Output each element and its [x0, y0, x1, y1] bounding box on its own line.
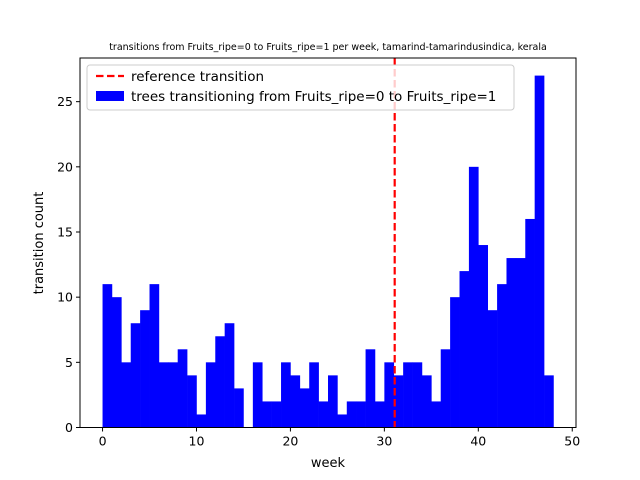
y-axis: 0 5 10 15 20 25 [57, 94, 80, 435]
histogram-bar [252, 362, 263, 428]
histogram-bar [515, 258, 526, 428]
histogram-bar [487, 310, 498, 428]
histogram-bar [121, 362, 132, 428]
histogram-bar [450, 297, 460, 428]
histogram-bar [224, 323, 235, 428]
histogram-bar [459, 271, 470, 428]
histogram-bar [168, 362, 178, 428]
histogram-bar [130, 323, 141, 428]
histogram-bar [431, 401, 442, 428]
x-tick-label: 20 [282, 434, 298, 449]
histogram-bar [140, 310, 150, 428]
y-tick-label: 15 [57, 224, 73, 239]
histogram-bar [497, 284, 507, 428]
histogram-bar [544, 375, 554, 428]
histogram-bar [506, 258, 517, 428]
x-tick-label: 10 [189, 434, 205, 449]
histogram-bar [534, 75, 545, 428]
x-tick-label: 0 [99, 434, 107, 449]
histogram-bar [525, 218, 535, 428]
histogram-bar [149, 284, 160, 428]
histogram-bar [299, 388, 310, 428]
legend-bars-swatch [96, 91, 124, 101]
histogram-bar [262, 401, 272, 428]
legend-frame [86, 64, 515, 111]
histogram-bar [384, 362, 395, 428]
plot-frame [79, 57, 577, 428]
x-tick-label: 40 [470, 434, 486, 449]
histogram-bar [421, 375, 432, 428]
histogram-bar [177, 349, 188, 428]
histogram-bar [196, 414, 207, 428]
y-tick-label: 5 [65, 355, 73, 370]
histogram-bar [337, 414, 348, 428]
y-axis-label: transition count [32, 192, 47, 295]
histogram-bar [187, 375, 197, 428]
histogram-bar [356, 401, 366, 428]
histogram-bar [309, 362, 319, 428]
histogram-bar [440, 349, 451, 428]
histogram-bar [346, 401, 357, 428]
histogram-bar [111, 297, 122, 428]
histogram-bar [374, 401, 385, 428]
histogram-bar [290, 375, 301, 428]
histogram-bar [158, 362, 169, 428]
y-tick-label: 0 [65, 420, 73, 435]
histogram-bar [412, 362, 423, 428]
x-axis-label: week [311, 456, 346, 471]
histogram-bar [271, 401, 282, 428]
x-tick-label: 30 [376, 434, 392, 449]
histogram-bar [102, 284, 113, 428]
bars-group [102, 75, 554, 428]
x-axis: 0 10 20 30 40 50 [99, 427, 580, 449]
histogram-bar [328, 375, 338, 428]
histogram-bar [478, 245, 488, 428]
histogram-bar [393, 375, 404, 428]
legend-bars-label: trees transitioning from Fruits_ripe=0 t… [131, 89, 496, 105]
y-tick-label: 25 [57, 94, 73, 109]
x-tick-label: 50 [564, 434, 580, 449]
histogram-bar [365, 349, 376, 428]
y-tick-label: 20 [57, 159, 73, 174]
legend-reference-label: reference transition [131, 69, 264, 85]
histogram-bar [205, 362, 216, 428]
legend: reference transition trees transitioning… [86, 64, 515, 111]
histogram-bar [318, 401, 329, 428]
histogram-bar [234, 388, 244, 428]
histogram-bar [281, 362, 291, 428]
histogram-bar [468, 166, 479, 428]
histogram-bar [403, 362, 413, 428]
chart-title: transitions from Fruits_ripe=0 to Fruits… [109, 42, 547, 53]
y-tick-label: 10 [57, 290, 73, 305]
histogram-bar [215, 336, 225, 428]
